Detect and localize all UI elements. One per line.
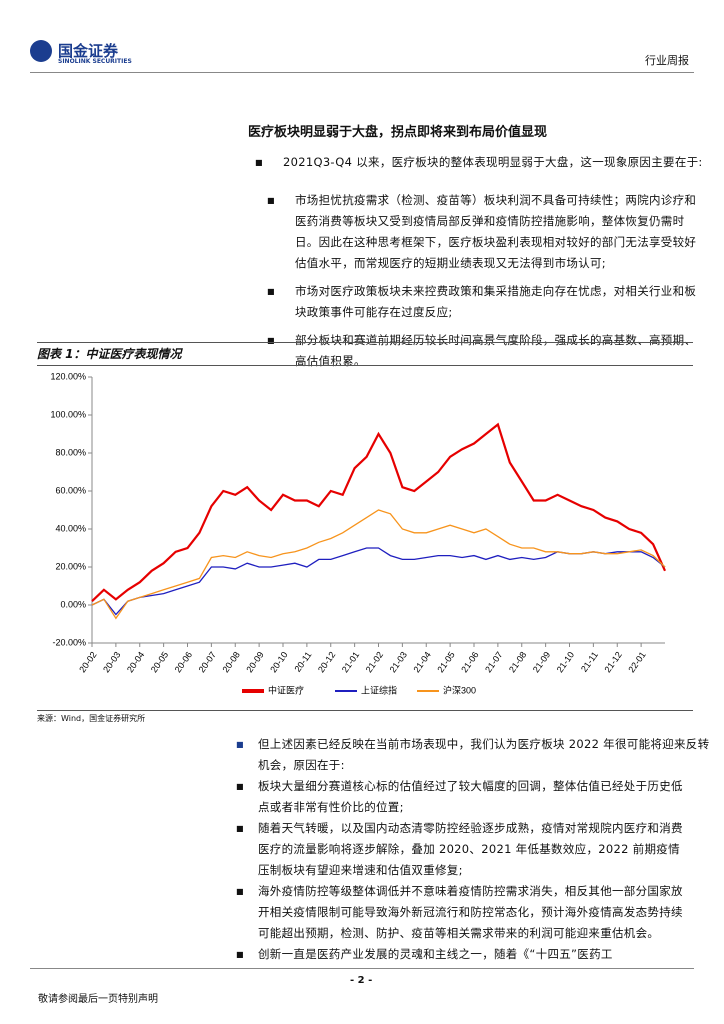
x-tick-label: 21-04	[411, 650, 432, 675]
source: 来源：Wind，国金证券研究所	[37, 710, 693, 724]
x-tick-label: 21-03	[388, 650, 409, 675]
x-tick-label: 20-03	[101, 650, 122, 675]
intro2: ■ 但上述因素已经反映在当前市场表现中，我们认为医疗板块 2022 年很可能将迎来…	[236, 737, 710, 772]
bullet-text: 板块大量细分赛道核心标的估值经过了较大幅度的回调，整体估值已经处于历史低点或者非…	[258, 779, 683, 814]
x-tick-label: 21-06	[459, 650, 480, 675]
logo-en: SINOLINK SECURITIES	[58, 58, 132, 65]
bullet-text: 海外疫情防控等级整体调低并不意味着疫情防控需求消失，相反其他一部分国家放开相关疫…	[258, 884, 683, 940]
bullet-marker: ■	[236, 887, 244, 896]
bullet: ■ 随着天气转暖，以及国内动态清零防控经验逐步成熟，疫情对常规院内医疗和消费医疗的…	[236, 818, 688, 881]
intro: ■ 2021Q3-Q4 以来，医疗板块的整体表现明显弱于大盘，这一现象原因主要在于…	[255, 155, 703, 169]
bullet-list: ■ 市场担忧抗疫需求（检测、疫苗等）板块利润不具备可持续性；两院内诊疗和医药消费等…	[255, 190, 701, 379]
legend-label: 中证医疗	[268, 684, 304, 695]
bullet: ■ 部分板块和赛道前期经历较长时间高景气度阶段，强成长的高基数、高预期、高估值积累…	[255, 330, 701, 372]
x-tick-label: 21-12	[602, 650, 623, 675]
bullet: ■ 海外疫情防控等级整体调低并不意味着疫情防控需求消失，相反其他一部分国家放开相关…	[236, 881, 688, 944]
y-tick-label: 0.00%	[60, 599, 86, 609]
bullet-text: 随着天气转暖，以及国内动态清零防控经验逐步成熟，疫情对常规院内医疗和消费医疗的流…	[258, 821, 683, 877]
bullet-marker: ■	[236, 824, 244, 833]
x-tick-label: 20-05	[149, 650, 170, 675]
bullet: ■ 板块大量细分赛道核心标的估值经过了较大幅度的回调，整体估值已经处于历史低点或者…	[236, 776, 688, 818]
figure-title: 图表 1：中证医疗表现情况	[37, 347, 182, 361]
figure-title-box: 图表 1：中证医疗表现情况	[37, 342, 693, 366]
bullet-marker: ■	[267, 196, 275, 205]
bullet-marker: ■	[236, 950, 244, 959]
x-tick-label: 20-02	[77, 650, 98, 675]
y-tick-label: 100.00%	[50, 409, 86, 419]
disclaimer: 敬请参阅最后一页特别声明	[38, 994, 158, 1005]
bullet: ■ 市场担忧抗疫需求（检测、疫苗等）板块利润不具备可持续性；两院内诊疗和医药消费等…	[255, 190, 701, 274]
x-tick-label: 22-01	[626, 650, 647, 675]
bullet-marker: ■	[236, 782, 244, 791]
footer-rule	[30, 968, 694, 969]
logo-icon	[30, 40, 52, 62]
y-tick-label: 80.00%	[55, 447, 86, 457]
legend-label: 上证综指	[361, 684, 397, 695]
y-tick-label: 120.00%	[50, 371, 86, 381]
x-tick-label: 20-08	[220, 650, 241, 675]
x-tick-label: 21-02	[364, 650, 385, 675]
x-tick-label: 21-01	[340, 650, 361, 675]
series-line	[91, 422, 667, 602]
heading: 医疗板块明显弱于大盘，拐点即将来到布局价值显现	[248, 125, 548, 140]
bullet-marker: ■	[267, 287, 275, 296]
series-line	[91, 547, 666, 616]
bullet: ■ 市场对医疗政策板块未来控费政策和集采措施走向存在忧虑，对相关行业和板块政策事件…	[255, 281, 701, 323]
bullet-text: 市场担忧抗疫需求（检测、疫苗等）板块利润不具备可持续性；两院内诊疗和医药消费等板…	[295, 193, 697, 270]
x-tick-label: 21-07	[483, 650, 504, 675]
header-rule	[30, 72, 694, 73]
bullet-text: 市场对医疗政策板块未来控费政策和集采措施走向存在忧虑，对相关行业和板块政策事件可…	[295, 284, 697, 319]
intro2-text: 但上述因素已经反映在当前市场表现中，我们认为医疗板块 2022 年很可能将迎来反…	[258, 737, 710, 772]
y-tick-label: 20.00%	[55, 561, 86, 571]
series-line	[91, 509, 666, 620]
x-tick-label: 21-10	[555, 650, 576, 675]
x-tick-label: 20-04	[125, 650, 146, 675]
report-type: 行业周报	[645, 54, 689, 67]
y-tick-label: 60.00%	[55, 485, 86, 495]
x-tick-label: 21-11	[579, 650, 600, 674]
bullet-marker: ■	[267, 336, 275, 345]
x-tick-label: 20-10	[268, 650, 289, 675]
x-tick-label: 20-09	[244, 650, 265, 675]
page-number: - 2 -	[350, 975, 373, 986]
legend-label: 沪深300	[443, 684, 476, 695]
y-tick-label: 40.00%	[55, 523, 86, 533]
bullet: ■ 创新一直是医药产业发展的灵魂和主线之一，随着《“十四五”医药工	[236, 944, 688, 965]
y-tick-label: -20.00%	[52, 637, 86, 647]
bullet-text: 部分板块和赛道前期经历较长时间高景气度阶段，强成长的高基数、高预期、高估值积累。	[295, 333, 697, 368]
bullet-list-2: ■ 板块大量细分赛道核心标的估值经过了较大幅度的回调，整体估值已经处于历史低点或者…	[236, 776, 688, 965]
x-tick-label: 21-05	[435, 650, 456, 675]
x-tick-label: 21-08	[507, 650, 528, 675]
x-tick-label: 20-07	[197, 650, 218, 675]
intro-text: 2021Q3-Q4 以来，医疗板块的整体表现明显弱于大盘，这一现象原因主要在于:	[283, 155, 703, 169]
x-tick-label: 20-11	[292, 650, 313, 674]
logo-cn: 国金证券	[58, 42, 119, 60]
x-tick-label: 20-12	[316, 650, 337, 675]
x-tick-label: 21-09	[531, 650, 552, 675]
bullet-text: 创新一直是医药产业发展的灵魂和主线之一，随着《“十四五”医药工	[258, 947, 613, 961]
x-tick-label: 20-06	[173, 650, 194, 675]
chart: -20.00% 0.00% 20.00% 40.00% 60.00% 80.00% 100.…	[50, 371, 667, 695]
